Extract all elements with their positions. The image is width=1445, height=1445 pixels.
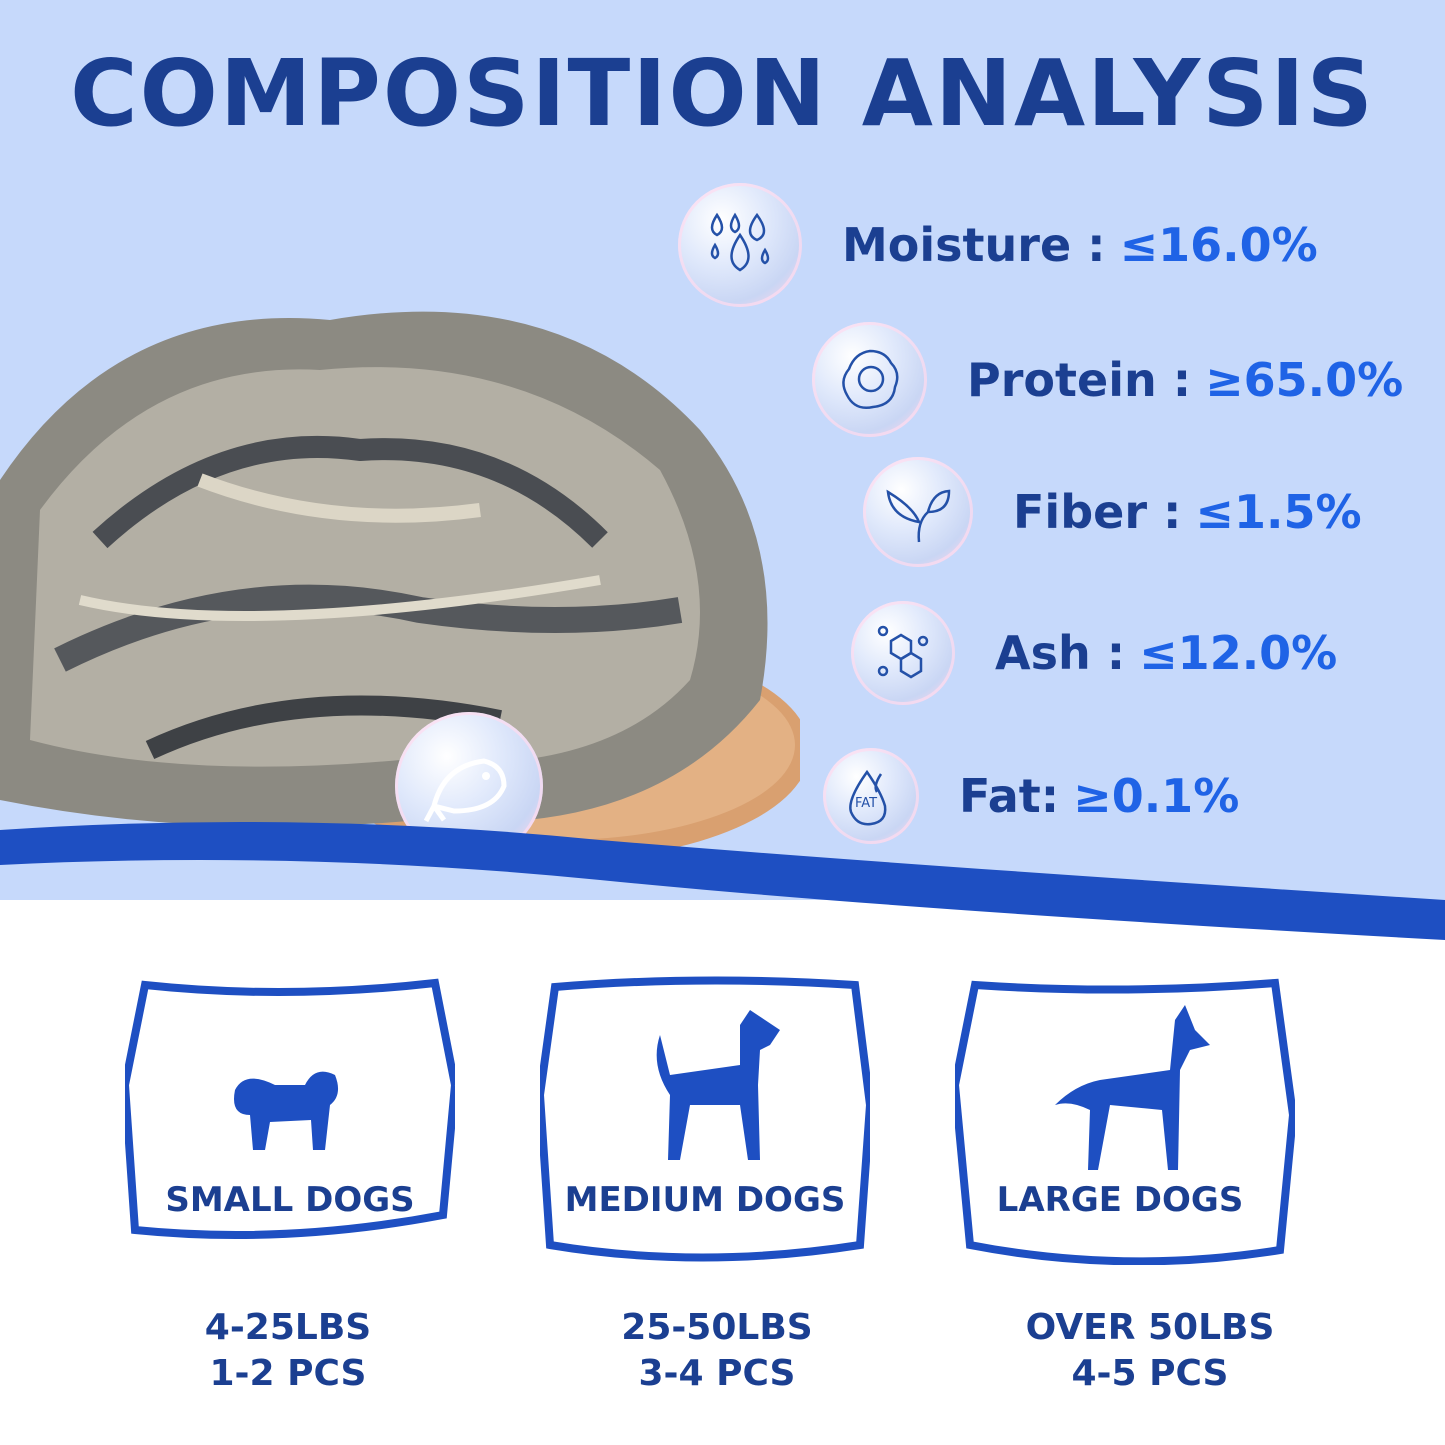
leaves-icon [863, 457, 973, 567]
card-frame [950, 978, 1298, 1266]
water-drops-icon [678, 183, 802, 307]
composition-label: Ash : [995, 626, 1126, 680]
serving-small: 4-25LBS 1-2 PCS [108, 1305, 468, 1397]
weight-range: 4-25LBS [204, 1307, 372, 1348]
dog-card-medium: MEDIUM DOGS [535, 975, 875, 1275]
molecule-icon [851, 601, 955, 705]
composition-value: ≤1.5% [1195, 485, 1362, 539]
composition-label: Fiber : [1013, 485, 1182, 539]
composition-row-protein: Protein : ≥65.0% [812, 322, 1403, 437]
composition-value: ≥65.0% [1205, 352, 1404, 407]
large-dog-icon [1055, 1005, 1210, 1170]
medium-dog-icon [656, 1010, 780, 1160]
composition-row-fat: FAT Fat: ≥0.1% [823, 748, 1239, 844]
dog-size-label: LARGE DOGS [996, 1180, 1244, 1220]
dog-card-large: LARGE DOGS [950, 975, 1298, 1275]
weight-range: OVER 50LBS [1025, 1307, 1275, 1348]
dog-size-label: SMALL DOGS [165, 1180, 415, 1220]
piece-count: 4-5 PCS [1071, 1353, 1229, 1394]
composition-label: Moisture : [842, 218, 1106, 272]
composition-value: ≤16.0% [1119, 218, 1318, 272]
composition-row-moisture: Moisture : ≤16.0% [678, 183, 1318, 307]
composition-value: ≥0.1% [1073, 769, 1240, 823]
fat-drop-icon: FAT [823, 748, 919, 844]
composition-row-fiber: Fiber : ≤1.5% [863, 457, 1362, 567]
wave-divider [0, 822, 1445, 940]
fish-skin-product-image [0, 311, 800, 860]
small-dog-icon [234, 1071, 339, 1150]
page-title: COMPOSITION ANALYSIS [70, 40, 1375, 147]
egg-icon [812, 322, 927, 437]
composition-label: Fat: [959, 769, 1060, 823]
serving-medium: 25-50LBS 3-4 PCS [537, 1305, 897, 1397]
composition-label: Protein : [967, 352, 1192, 407]
dog-card-small: SMALL DOGS [120, 975, 460, 1275]
composition-row-ash: Ash : ≤12.0% [851, 601, 1337, 705]
fat-icon-text: FAT [855, 796, 878, 811]
serving-large: OVER 50LBS 4-5 PCS [970, 1305, 1330, 1397]
weight-range: 25-50LBS [621, 1307, 813, 1348]
piece-count: 3-4 PCS [638, 1353, 796, 1394]
piece-count: 1-2 PCS [209, 1353, 367, 1394]
card-frame [535, 976, 875, 1262]
dog-size-label: MEDIUM DOGS [564, 1180, 846, 1220]
composition-value: ≤12.0% [1139, 626, 1338, 680]
